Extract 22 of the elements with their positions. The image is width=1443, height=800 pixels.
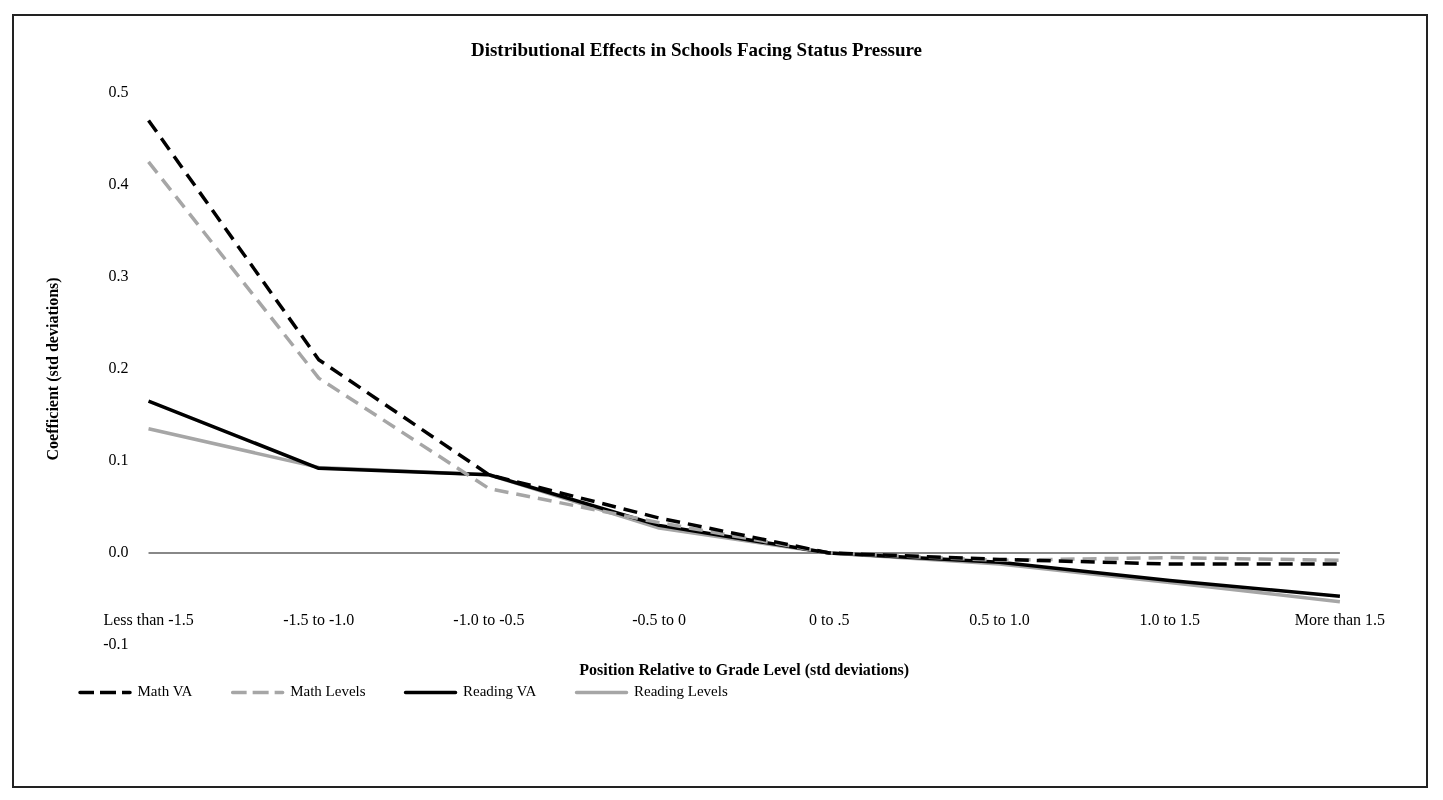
x-tick-label: 1.0 to 1.5 (1139, 610, 1200, 628)
x-tick-label: -0.5 to 0 (632, 610, 687, 628)
x-tick-label: 0.5 to 1.0 (969, 610, 1030, 628)
legend-label: Math VA (137, 683, 193, 700)
y-axis-title: Coefficient (std deviations) (43, 277, 62, 461)
y-tick-label: 0.5 (108, 83, 129, 100)
legend-label: Reading Levels (634, 683, 728, 700)
legend-label: Reading VA (463, 683, 537, 700)
legend-label: Math Levels (290, 683, 366, 700)
x-tick-label: Less than -1.5 (103, 610, 194, 628)
x-tick-label: -1.0 to -0.5 (453, 610, 525, 628)
y-tick-label: 0.1 (108, 451, 129, 469)
chart-title: Distributional Effects in Schools Facing Status Pressure (470, 39, 923, 61)
y-tick-label: 0.0 (108, 543, 129, 561)
x-tick-label: 0 to .5 (809, 610, 850, 628)
x-axis-title: Position Relative to Grade Level (std deviations) (579, 661, 910, 680)
y-tick-label: 0.2 (108, 359, 129, 377)
y-tick-label: -0.1 (103, 635, 129, 653)
y-tick-label: 0.3 (108, 267, 129, 285)
y-tick-label: 0.4 (108, 175, 129, 193)
x-tick-label: More than 1.5 (1294, 610, 1385, 628)
x-tick-label: -1.5 to -1.0 (283, 610, 355, 628)
